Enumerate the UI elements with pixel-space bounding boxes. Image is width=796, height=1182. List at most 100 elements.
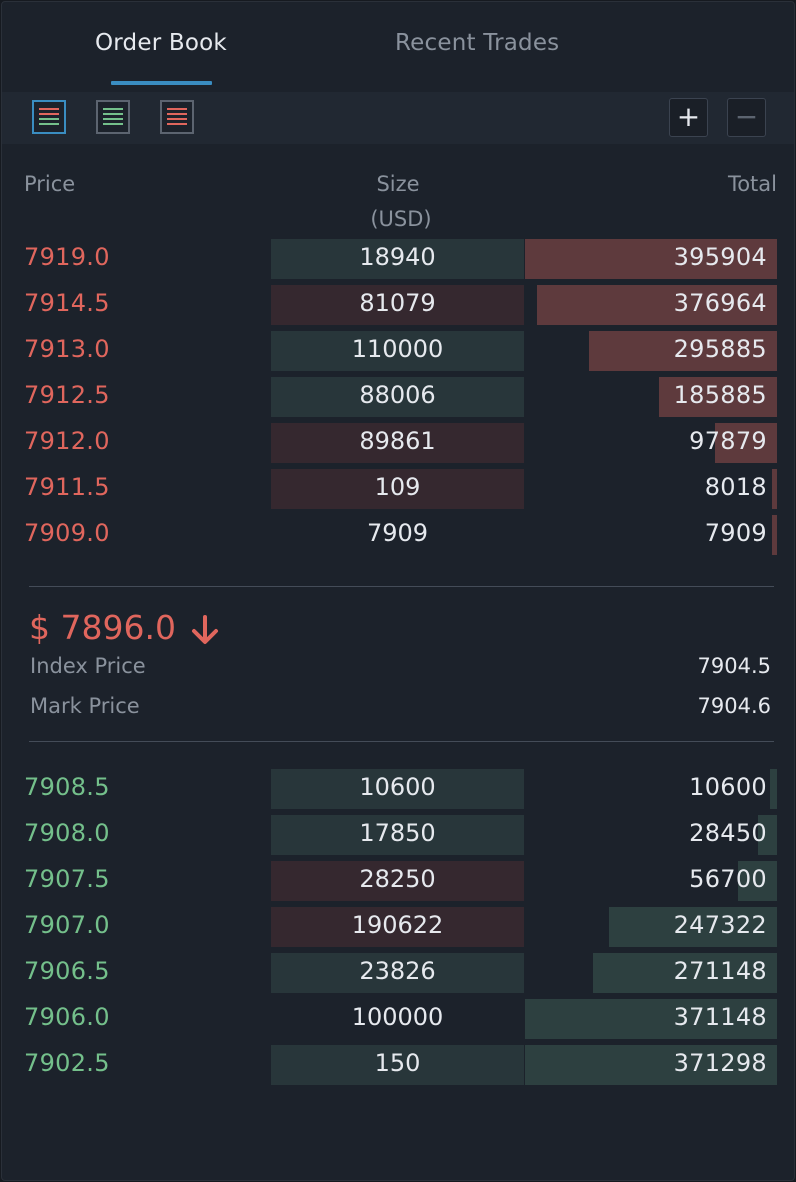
size-cell-background xyxy=(271,861,524,901)
zoom-out-button[interactable]: − xyxy=(727,98,766,137)
depth-bar xyxy=(772,469,777,509)
size-cell-background xyxy=(271,953,524,993)
column-header-size: Size xyxy=(376,172,420,196)
row-total: 8018 xyxy=(704,473,767,501)
row-size: 81079 xyxy=(359,289,436,317)
row-total: 371298 xyxy=(673,1049,767,1077)
size-cell-background xyxy=(271,1045,524,1085)
tab-order-book[interactable]: Order Book xyxy=(95,30,227,56)
column-header-price: Price xyxy=(24,172,76,196)
bid-row[interactable]: 7906.5 23826 271148 xyxy=(2,953,794,993)
ask-row[interactable]: 7912.0 89861 97879 xyxy=(2,423,794,463)
bid-row[interactable]: 7907.0 190622 247322 xyxy=(2,907,794,947)
row-price[interactable]: 7909.0 xyxy=(24,519,110,547)
ask-row[interactable]: 7911.5 109 8018 xyxy=(2,469,794,509)
ask-row[interactable]: 7919.0 18940 395904 xyxy=(2,239,794,279)
book-both-sides-icon[interactable] xyxy=(32,100,66,134)
row-price[interactable]: 7908.5 xyxy=(24,773,110,801)
depth-bar xyxy=(537,285,777,325)
mark-price-label: Mark Price xyxy=(30,694,140,718)
row-size: 17850 xyxy=(359,819,436,847)
last-price: $ 7896.0 xyxy=(29,608,176,647)
row-total: 395904 xyxy=(673,243,767,271)
row-price[interactable]: 7906.5 xyxy=(24,957,110,985)
ask-row[interactable]: 7914.5 81079 376964 xyxy=(2,285,794,325)
size-cell-background xyxy=(271,331,524,371)
row-total: 7909 xyxy=(704,519,767,547)
mark-price-value: 7904.6 xyxy=(697,694,771,718)
depth-bar xyxy=(758,815,777,855)
depth-bar xyxy=(609,907,777,947)
depth-bar xyxy=(738,861,777,901)
tab-recent-trades[interactable]: Recent Trades xyxy=(395,30,560,56)
row-price[interactable]: 7914.5 xyxy=(24,289,110,317)
row-price[interactable]: 7902.5 xyxy=(24,1049,110,1077)
bid-row[interactable]: 7908.0 17850 28450 xyxy=(2,815,794,855)
row-size: 10600 xyxy=(359,773,436,801)
zoom-in-button[interactable]: + xyxy=(669,98,708,137)
depth-bar xyxy=(525,999,777,1039)
row-total: 371148 xyxy=(673,1003,767,1031)
ask-row[interactable]: 7912.5 88006 185885 xyxy=(2,377,794,417)
bid-row[interactable]: 7908.5 10600 10600 xyxy=(2,769,794,809)
row-size: 100000 xyxy=(351,1003,444,1031)
row-total: 97879 xyxy=(689,427,767,455)
row-total: 247322 xyxy=(673,911,767,939)
bid-row[interactable]: 7902.5 150 371298 xyxy=(2,1045,794,1085)
row-size: 89861 xyxy=(359,427,436,455)
row-price[interactable]: 7911.5 xyxy=(24,473,110,501)
row-total: 56700 xyxy=(689,865,767,893)
book-bids-only-icon[interactable] xyxy=(96,100,130,134)
ask-row[interactable]: 7913.0 110000 295885 xyxy=(2,331,794,371)
row-price[interactable]: 7906.0 xyxy=(24,1003,110,1031)
row-total: 271148 xyxy=(673,957,767,985)
depth-bar xyxy=(589,331,777,371)
size-cell-background xyxy=(271,377,524,417)
depth-bar xyxy=(715,423,777,463)
row-price[interactable]: 7907.0 xyxy=(24,911,110,939)
bid-row[interactable]: 7907.5 28250 56700 xyxy=(2,861,794,901)
row-total: 28450 xyxy=(689,819,767,847)
row-size: 88006 xyxy=(359,381,436,409)
depth-bar xyxy=(525,1045,777,1085)
divider-bottom xyxy=(29,741,774,742)
row-size: 18940 xyxy=(359,243,436,271)
active-tab-indicator xyxy=(111,81,212,85)
row-price[interactable]: 7908.0 xyxy=(24,819,110,847)
tab-bar: Order Book Recent Trades xyxy=(2,2,794,92)
row-size: 7909 xyxy=(366,519,429,547)
row-size: 23826 xyxy=(359,957,436,985)
divider-top xyxy=(29,586,774,587)
row-total: 376964 xyxy=(673,289,767,317)
row-size: 150 xyxy=(374,1049,421,1077)
size-cell-background xyxy=(271,815,524,855)
index-price-value: 7904.5 xyxy=(697,654,771,678)
depth-bar xyxy=(525,239,777,279)
depth-bar xyxy=(593,953,777,993)
bid-row[interactable]: 7906.0 100000 371148 xyxy=(2,999,794,1039)
row-price[interactable]: 7907.5 xyxy=(24,865,110,893)
size-cell-background xyxy=(271,469,524,509)
size-cell-background xyxy=(271,239,524,279)
column-header-size-unit: (USD) xyxy=(370,207,432,231)
arrow-down-icon xyxy=(192,615,218,644)
row-total: 185885 xyxy=(673,381,767,409)
index-price-label: Index Price xyxy=(30,654,146,678)
row-price[interactable]: 7912.5 xyxy=(24,381,110,409)
row-total: 295885 xyxy=(673,335,767,363)
row-size: 28250 xyxy=(359,865,436,893)
row-size: 190622 xyxy=(351,911,444,939)
row-price[interactable]: 7912.0 xyxy=(24,427,110,455)
size-cell-background xyxy=(271,285,524,325)
size-cell-background xyxy=(271,769,524,809)
row-total: 10600 xyxy=(689,773,767,801)
row-price[interactable]: 7913.0 xyxy=(24,335,110,363)
book-asks-only-icon[interactable] xyxy=(160,100,194,134)
size-cell-background xyxy=(271,423,524,463)
row-price[interactable]: 7919.0 xyxy=(24,243,110,271)
size-cell-background xyxy=(271,907,524,947)
depth-bar xyxy=(659,377,777,417)
row-size: 109 xyxy=(374,473,421,501)
ask-row[interactable]: 7909.0 7909 7909 xyxy=(2,515,794,555)
